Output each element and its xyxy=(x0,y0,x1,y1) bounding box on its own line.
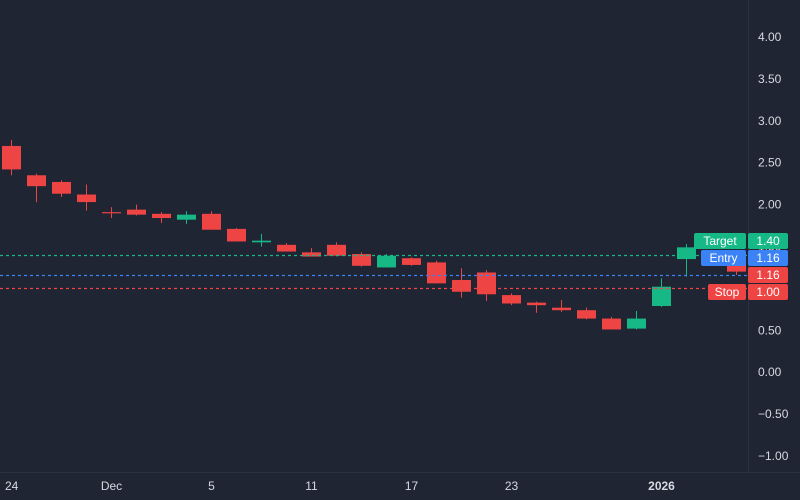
x-tick-label: 17 xyxy=(405,479,419,493)
price-tag-name-box xyxy=(701,250,746,266)
candle[interactable] xyxy=(652,278,671,307)
price-tag-value: 1.16 xyxy=(756,251,780,265)
time-axis[interactable]: 24 Dec 5 11 17 23 2026 xyxy=(5,479,675,493)
candle[interactable] xyxy=(152,212,171,224)
price-tag-value: 1.00 xyxy=(756,285,780,299)
price-tag-target: 1.40 Target xyxy=(694,233,788,249)
candle[interactable] xyxy=(2,140,21,176)
candle-body xyxy=(402,258,421,265)
candle-body xyxy=(452,280,471,292)
price-levels-layer xyxy=(0,254,748,290)
candle[interactable] xyxy=(177,211,196,224)
y-tick-label: −0.50 xyxy=(758,407,789,421)
y-tick-label: 0.50 xyxy=(758,323,782,337)
candle[interactable] xyxy=(102,207,121,219)
candle[interactable] xyxy=(227,228,246,242)
candle[interactable] xyxy=(277,243,296,252)
candle-body xyxy=(527,302,546,306)
candle-body xyxy=(202,213,221,230)
candle[interactable] xyxy=(527,301,546,313)
price-tag-value: 1.16 xyxy=(756,268,780,282)
candle[interactable] xyxy=(52,180,71,198)
candle[interactable] xyxy=(252,233,271,247)
price-tag-name-box xyxy=(694,233,746,249)
x-tick-label: Dec xyxy=(101,479,122,493)
price-tag-name: Entry xyxy=(709,251,737,265)
candle[interactable] xyxy=(202,211,221,230)
candle-body xyxy=(677,247,696,260)
candles-layer xyxy=(2,140,746,330)
price-tag-box xyxy=(748,233,788,249)
price-tag-value: 1.40 xyxy=(756,234,780,248)
y-tick-label: 4.00 xyxy=(758,30,782,44)
candle-body xyxy=(727,262,746,272)
candle[interactable] xyxy=(427,260,446,284)
candle-body xyxy=(127,209,146,215)
x-tick-label: 5 xyxy=(208,479,215,493)
candle[interactable] xyxy=(402,257,421,266)
candle[interactable] xyxy=(327,242,346,257)
price-tag-box xyxy=(748,284,788,300)
candle-body xyxy=(227,228,246,242)
price-tag-box xyxy=(748,267,788,283)
candle-body xyxy=(377,255,396,268)
candle-body xyxy=(577,310,596,319)
y-tick-label: 2.00 xyxy=(758,198,782,212)
price-tag-name-box xyxy=(708,284,746,300)
candle[interactable] xyxy=(127,204,146,216)
y-tick-label: 3.50 xyxy=(758,72,782,86)
x-tick-label: 23 xyxy=(505,479,519,493)
x-tick-label: 11 xyxy=(305,479,318,493)
candle-body xyxy=(277,244,296,252)
y-tick-label: 0.00 xyxy=(758,365,782,379)
candle-body xyxy=(652,286,671,306)
candle-body xyxy=(302,252,321,257)
candle-body xyxy=(252,240,271,243)
candle-body xyxy=(77,194,96,203)
candle[interactable] xyxy=(452,268,471,298)
candle[interactable] xyxy=(27,173,46,203)
candle[interactable] xyxy=(302,248,321,257)
candle[interactable] xyxy=(577,307,596,320)
candle-body xyxy=(27,175,46,187)
candle[interactable] xyxy=(352,252,371,267)
candle[interactable] xyxy=(552,300,571,312)
candle[interactable] xyxy=(502,293,521,306)
candle[interactable] xyxy=(602,316,621,330)
candle[interactable] xyxy=(677,243,696,277)
candle-body xyxy=(352,254,371,266)
price-tag-box xyxy=(748,250,788,266)
candle-body xyxy=(152,213,171,219)
candle-body xyxy=(552,307,571,311)
candle-body xyxy=(2,145,21,170)
candle-body xyxy=(177,214,196,220)
candle-body xyxy=(52,181,71,194)
candle-body xyxy=(502,295,521,304)
candle-body xyxy=(627,318,646,329)
candle[interactable] xyxy=(627,311,646,330)
price-tag-last-price: 1.16 xyxy=(748,267,788,283)
y-tick-label: 3.00 xyxy=(758,114,782,128)
candle-body xyxy=(602,318,621,330)
candle[interactable] xyxy=(77,184,96,211)
y-tick-label: 2.50 xyxy=(758,156,782,170)
candle[interactable] xyxy=(377,254,396,268)
price-tags-layer: 1.40 Target 1.16 Entry 1.16 1.00 Stop xyxy=(694,233,788,300)
price-tag-stop: 1.00 Stop xyxy=(708,284,788,300)
x-tick-label: 2026 xyxy=(648,479,675,493)
candle-body xyxy=(102,212,121,214)
price-tag-name: Target xyxy=(703,234,737,248)
price-tag-name: Stop xyxy=(715,285,740,299)
candle-body xyxy=(427,262,446,284)
price-tag-entry: 1.16 Entry xyxy=(701,250,788,266)
x-tick-label: 24 xyxy=(5,479,19,493)
candle-body xyxy=(327,244,346,256)
y-tick-label: −1.00 xyxy=(758,449,789,463)
